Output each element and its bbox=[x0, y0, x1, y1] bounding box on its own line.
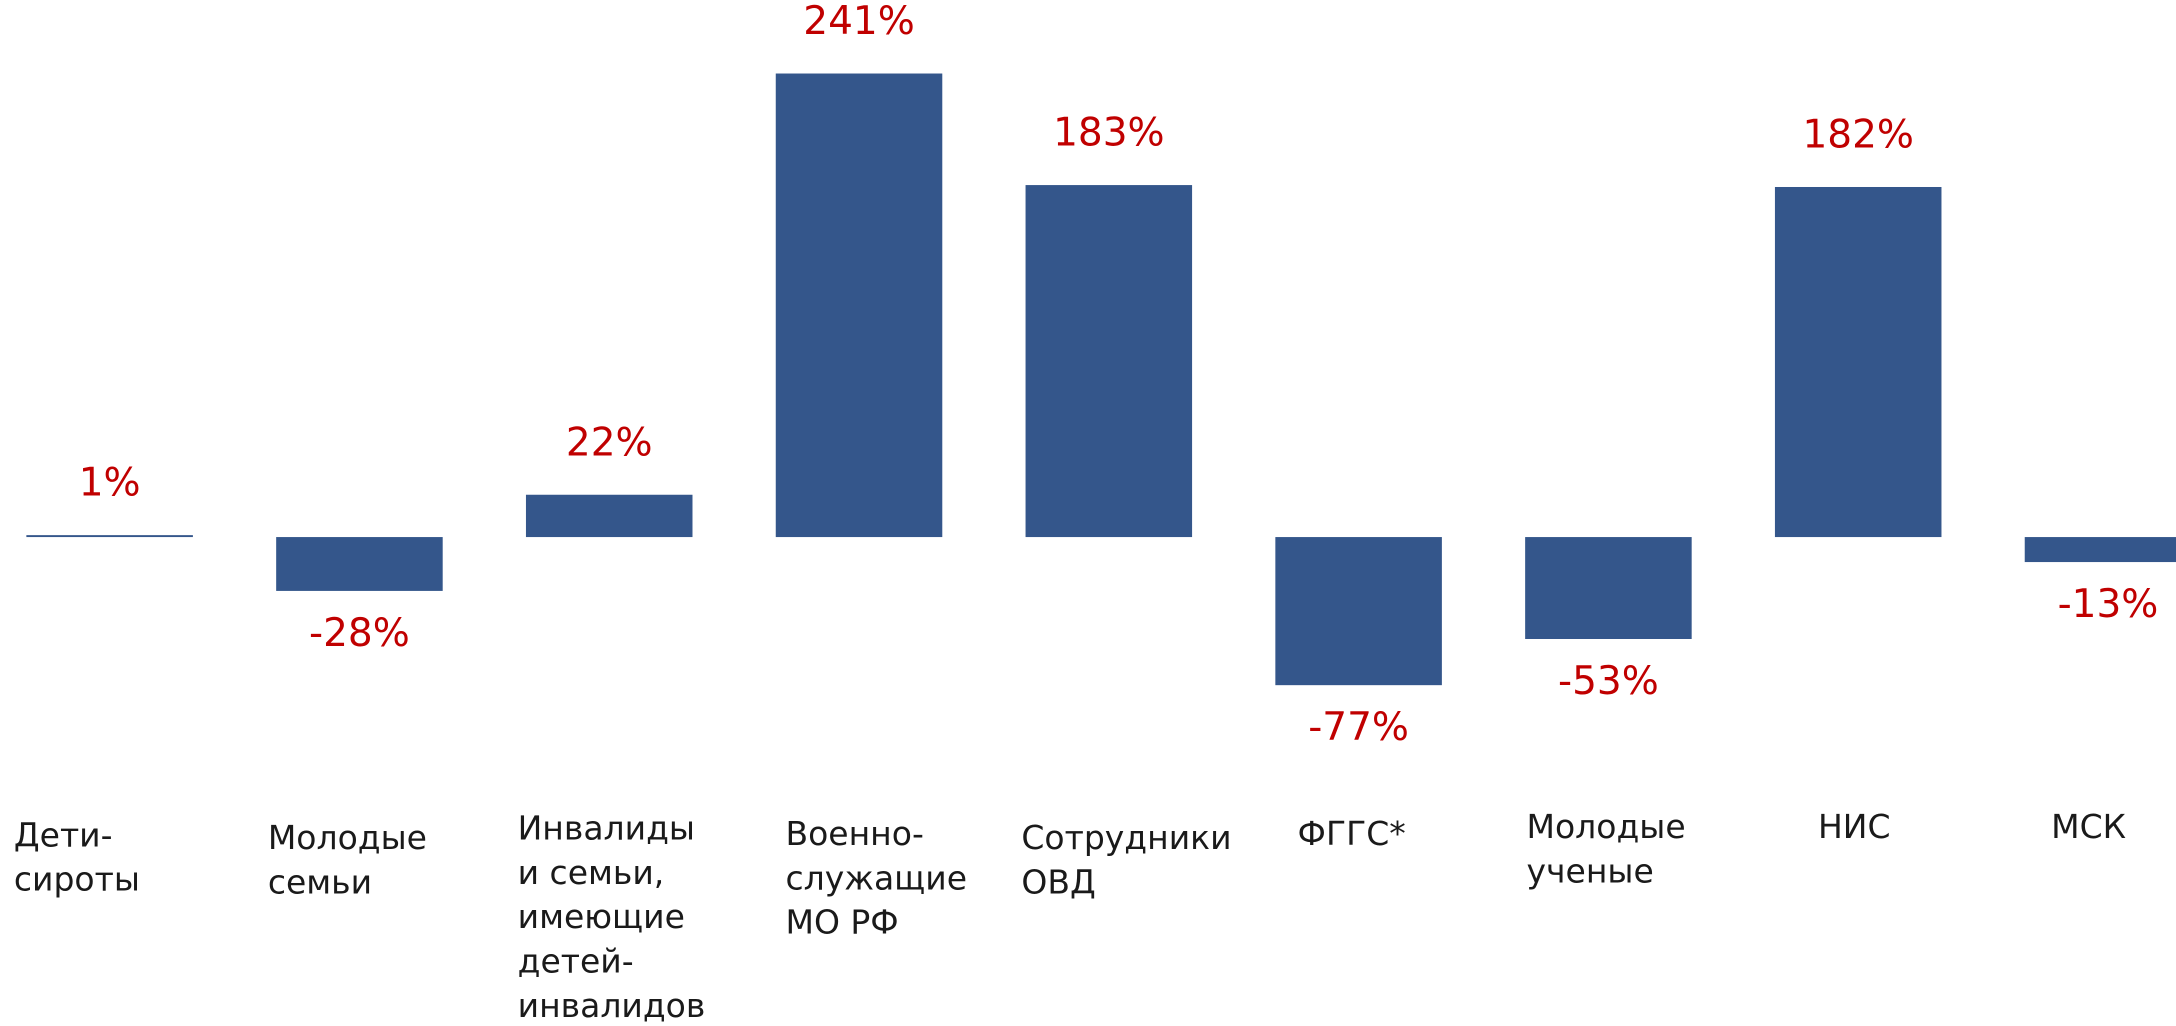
value-label: 241% bbox=[803, 0, 915, 44]
category-label: Инвалиды bbox=[518, 808, 695, 847]
category-label: детей- bbox=[518, 942, 634, 981]
bar bbox=[2024, 537, 2176, 563]
value-label: -13% bbox=[2058, 582, 2159, 627]
category-label: МО РФ bbox=[785, 903, 898, 942]
value-label: 22% bbox=[566, 420, 653, 465]
value-label: -77% bbox=[1308, 705, 1409, 750]
category-label: НИС bbox=[1818, 807, 1891, 846]
category-label: Сотрудники bbox=[1021, 818, 1231, 857]
bar bbox=[26, 535, 193, 538]
value-label: -28% bbox=[309, 611, 410, 656]
bar bbox=[1275, 537, 1442, 686]
category-label: ФГГС* bbox=[1298, 814, 1406, 853]
value-label: -53% bbox=[1558, 659, 1659, 704]
bar bbox=[1774, 186, 1942, 538]
category-label: Молодые bbox=[1527, 807, 1686, 846]
bar bbox=[276, 537, 443, 591]
category-label: Молодые bbox=[268, 818, 427, 857]
category-label: Военно- bbox=[785, 814, 923, 853]
category-label: служащие bbox=[785, 858, 967, 897]
bar bbox=[1525, 537, 1692, 640]
category-label: МСК bbox=[2051, 807, 2126, 846]
value-label: 183% bbox=[1053, 111, 1165, 156]
value-label: 1% bbox=[79, 461, 141, 506]
category-label: Дети- bbox=[14, 815, 113, 854]
bar bbox=[1025, 185, 1193, 538]
category-label: ОВД bbox=[1021, 863, 1095, 902]
bar bbox=[525, 494, 693, 538]
category-label: семьи bbox=[268, 863, 372, 902]
bar bbox=[775, 73, 943, 538]
category-label: инвалидов bbox=[518, 986, 706, 1025]
value-label: 182% bbox=[1802, 113, 1914, 158]
category-label: имеющие bbox=[518, 897, 685, 936]
category-label: сироты bbox=[14, 860, 140, 899]
category-label: и семьи, bbox=[518, 853, 665, 892]
category-label: ученые bbox=[1527, 851, 1654, 890]
